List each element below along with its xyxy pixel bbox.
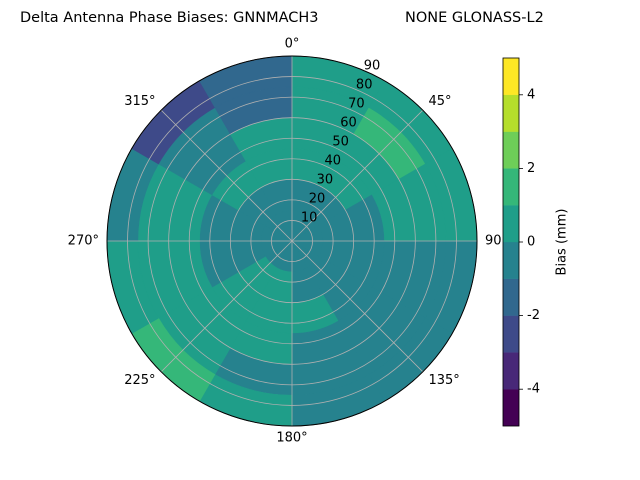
colorbar-tick-label: -2 xyxy=(527,308,540,323)
radial-tick-label: 40 xyxy=(324,154,341,169)
colorbar-segment xyxy=(502,94,520,132)
angular-tick-label: 315° xyxy=(124,94,155,109)
chart-subtitle: NONE GLONASS-L2 xyxy=(405,10,544,26)
colorbar-segment xyxy=(502,205,520,243)
angular-grid-line xyxy=(291,109,424,242)
angular-tick-label: 0° xyxy=(285,37,300,52)
colorbar-segment xyxy=(502,389,520,427)
angular-grid-line xyxy=(291,240,424,373)
angular-tick-label: 45° xyxy=(428,94,451,109)
plot-outline xyxy=(106,55,478,427)
colorbar-segment xyxy=(502,168,520,206)
radial-tick-label: 50 xyxy=(332,135,349,150)
colorbar-segment xyxy=(502,57,520,95)
angular-tick-label: 270° xyxy=(68,234,99,249)
colorbar-tick-label: 4 xyxy=(527,87,535,102)
angular-grid-line xyxy=(160,240,293,373)
chart-title: Delta Antenna Phase Biases: GNNMACH3 xyxy=(20,10,319,26)
colorbar-label: Bias (mm) xyxy=(555,209,570,276)
radial-tick-label: 80 xyxy=(356,78,373,93)
colorbar-segment xyxy=(502,352,520,390)
radial-tick-label: 10 xyxy=(301,211,318,226)
colorbar-segment xyxy=(502,278,520,316)
colorbar-tick-label: 0 xyxy=(527,235,535,250)
colorbar-segment xyxy=(502,315,520,353)
radial-tick-label: 60 xyxy=(340,116,357,131)
colorbar-tick-label: -4 xyxy=(527,382,540,397)
colorbar-tick-label: 2 xyxy=(527,161,535,176)
angular-tick-label: 90 xyxy=(485,234,502,249)
radial-tick-label: 70 xyxy=(348,97,365,112)
colorbar-segment xyxy=(502,131,520,169)
colorbar-segment xyxy=(502,241,520,279)
radial-tick-label: 90 xyxy=(364,59,381,74)
angular-grid-line xyxy=(160,109,293,242)
angular-tick-label: 225° xyxy=(124,373,155,388)
radial-tick-label: 30 xyxy=(317,173,334,188)
angular-tick-label: 135° xyxy=(428,373,459,388)
angular-tick-label: 180° xyxy=(276,431,307,446)
radial-tick-label: 20 xyxy=(309,192,326,207)
